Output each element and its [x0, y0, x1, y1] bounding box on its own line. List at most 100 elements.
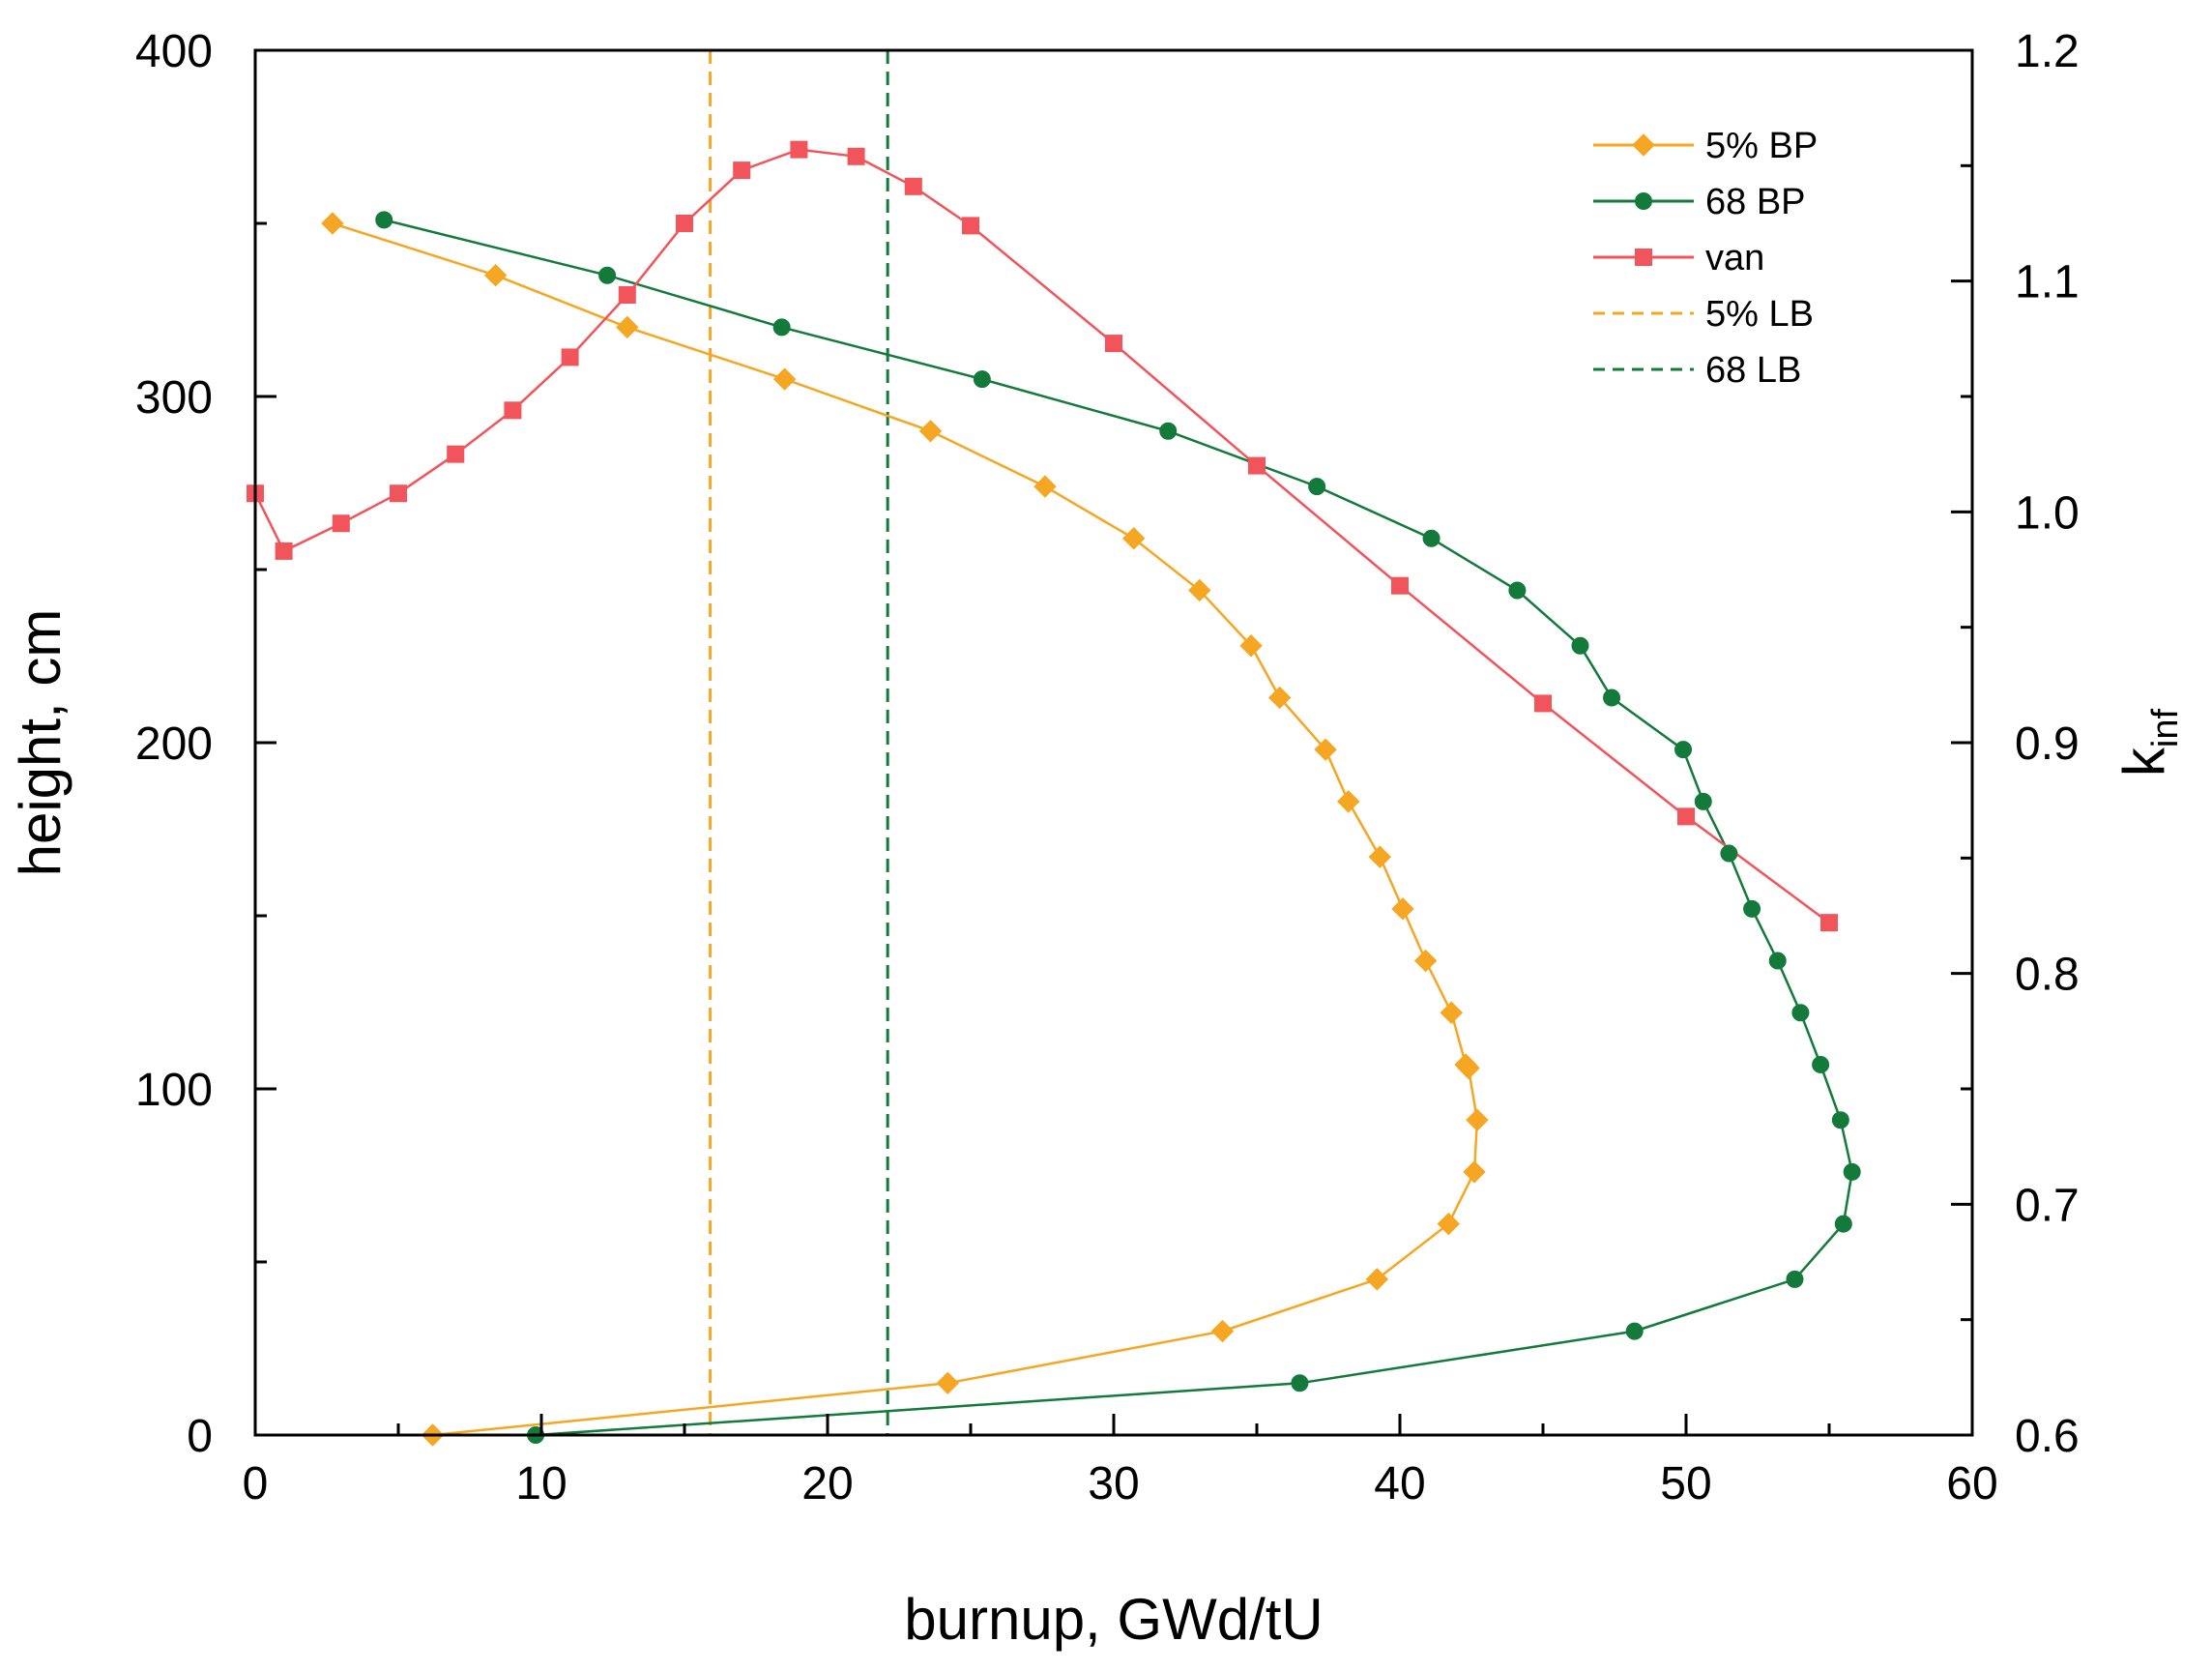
- legend-marker-van: [1635, 249, 1652, 266]
- data-point-68-bp: [1159, 422, 1178, 440]
- data-point-van: [1248, 456, 1266, 475]
- data-point-van: [676, 215, 693, 232]
- data-point-van: [1677, 807, 1695, 826]
- data-point-van: [1391, 576, 1409, 595]
- data-point-5-bp: [1440, 1001, 1463, 1024]
- y-axis-title: height, cm: [8, 609, 73, 877]
- data-point-van: [790, 140, 808, 159]
- data-point-68-bp: [1768, 952, 1787, 970]
- x-tick-label: 50: [1660, 1458, 1711, 1510]
- y-tick-label: 100: [135, 1065, 213, 1116]
- data-point-5-bp: [1454, 1053, 1477, 1076]
- series-line-van: [253, 148, 1830, 924]
- data-point-5-bp: [1210, 1319, 1235, 1343]
- data-point-van: [275, 542, 293, 560]
- y-tick-label: 300: [135, 372, 213, 424]
- y2-tick-label: 0.6: [2015, 1411, 2080, 1462]
- data-point-68-bp: [772, 318, 791, 337]
- y2-axis-title-main: k: [2111, 747, 2176, 777]
- data-point-68-bp: [1720, 844, 1738, 863]
- data-point-68-bp: [1831, 1111, 1849, 1129]
- data-point-5-bp: [1463, 1160, 1486, 1184]
- data-point-68-bp: [1508, 581, 1527, 600]
- legend-label-5-bp: 5% BP: [1705, 126, 1818, 166]
- legend-label-van: van: [1705, 238, 1764, 278]
- data-point-68-bp: [1843, 1162, 1861, 1181]
- data-point-68-bp: [598, 266, 617, 284]
- x-tick-label: 30: [1088, 1458, 1139, 1510]
- x-tick-label: 10: [515, 1458, 567, 1510]
- data-point-van: [618, 285, 636, 304]
- data-point-5-bp: [772, 367, 797, 391]
- legend: 5% BP 68 BP van 5% LB 68 LB: [1593, 126, 1818, 391]
- y2-tick-label: 1.0: [2015, 487, 2080, 539]
- series-markers-layer: [247, 140, 1861, 1447]
- y2-axis-title-subscript: inf: [2145, 708, 2186, 748]
- data-point-van: [904, 177, 922, 195]
- y-tick-label: 400: [135, 26, 213, 77]
- data-point-van: [962, 217, 979, 235]
- data-point-68-bp: [1674, 741, 1693, 759]
- data-point-5-bp: [1314, 738, 1337, 761]
- data-point-van: [1820, 914, 1838, 932]
- data-point-van: [847, 147, 865, 165]
- x-tick-label: 20: [801, 1458, 853, 1510]
- data-point-68-bp: [1571, 636, 1589, 655]
- data-point-68-bp: [1812, 1055, 1830, 1073]
- data-point-van: [561, 348, 579, 366]
- data-point-5-bp: [1466, 1108, 1489, 1131]
- data-point-5-bp: [1413, 949, 1438, 973]
- data-point-5-bp: [1368, 845, 1391, 868]
- data-point-5-bp: [483, 263, 508, 287]
- y2-tick-label: 1.1: [2015, 257, 2080, 308]
- data-point-68-bp: [1603, 689, 1621, 707]
- legend-label-68-lb: 68 LB: [1705, 350, 1801, 391]
- legend-marker-68-bp: [1635, 192, 1652, 210]
- data-point-68-bp: [1291, 1374, 1309, 1392]
- data-point-5-bp: [616, 315, 639, 339]
- data-point-68-bp: [1834, 1215, 1852, 1233]
- data-point-5-bp: [1033, 475, 1057, 498]
- data-point-68-bp: [1308, 478, 1326, 496]
- data-point-van: [504, 401, 522, 420]
- data-point-68-bp: [1422, 529, 1441, 547]
- data-point-van: [1105, 335, 1122, 353]
- data-point-van: [1534, 694, 1552, 713]
- data-point-van: [390, 484, 407, 503]
- data-point-5-bp: [1122, 527, 1146, 550]
- x-tick-label: 40: [1374, 1458, 1425, 1510]
- data-point-5-bp: [1267, 686, 1292, 710]
- y2-tick-label: 0.7: [2015, 1180, 2080, 1231]
- data-point-5-bp: [936, 1371, 960, 1395]
- data-point-68-bp: [1786, 1270, 1804, 1288]
- axis-ticks-layer: 0 10 20 30 40 50 60 0 100 200 300 400 0.6 0.7 0.8 0.9 1.…: [135, 26, 2080, 1510]
- data-point-5-bp: [1239, 634, 1263, 658]
- data-point-5-bp: [918, 420, 943, 443]
- data-point-68-bp: [1791, 1004, 1810, 1022]
- y2-axis-title: kinf: [2111, 708, 2186, 777]
- data-point-68-bp: [973, 370, 991, 389]
- data-point-5-bp: [1365, 1268, 1389, 1291]
- y-tick-label: 200: [135, 718, 213, 770]
- legend-label-5-lb: 5% LB: [1705, 294, 1814, 335]
- data-point-68-bp: [1743, 899, 1761, 918]
- y2-tick-label: 0.8: [2015, 950, 2080, 1001]
- data-point-van: [733, 161, 751, 180]
- data-point-5-bp: [321, 212, 344, 235]
- data-point-68-bp: [375, 211, 393, 229]
- y2-tick-label: 1.2: [2015, 26, 2080, 77]
- data-point-68-bp: [1625, 1322, 1644, 1340]
- x-axis-title: burnup, GWd/tU: [904, 1587, 1324, 1652]
- data-point-5-bp: [1337, 790, 1360, 813]
- y-tick-label: 0: [187, 1411, 213, 1462]
- data-point-van: [447, 445, 465, 463]
- series-line-68-bp: [383, 219, 1853, 1437]
- data-point-5-bp: [1391, 897, 1414, 921]
- data-point-5-bp: [1188, 578, 1211, 602]
- x-tick-label: 0: [243, 1458, 269, 1510]
- data-point-van: [332, 514, 350, 533]
- data-point-5-bp: [1437, 1212, 1461, 1236]
- data-point-68-bp: [1694, 792, 1712, 810]
- legend-marker-5-bp: [1632, 133, 1655, 157]
